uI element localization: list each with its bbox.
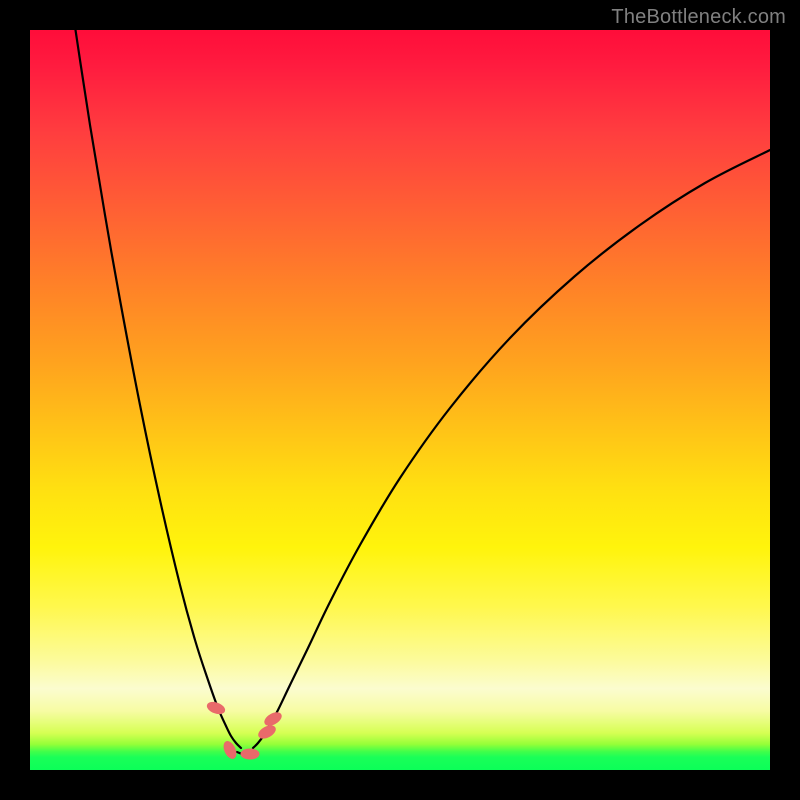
valley-marker xyxy=(263,710,284,728)
valley-marker xyxy=(222,740,239,761)
valley-marker xyxy=(241,749,259,759)
valley-marker xyxy=(206,700,226,716)
markers-layer xyxy=(30,30,770,770)
watermark-text: TheBottleneck.com xyxy=(611,6,786,29)
markers-group xyxy=(206,700,283,760)
plot-area xyxy=(30,30,770,770)
valley-marker xyxy=(257,723,278,740)
